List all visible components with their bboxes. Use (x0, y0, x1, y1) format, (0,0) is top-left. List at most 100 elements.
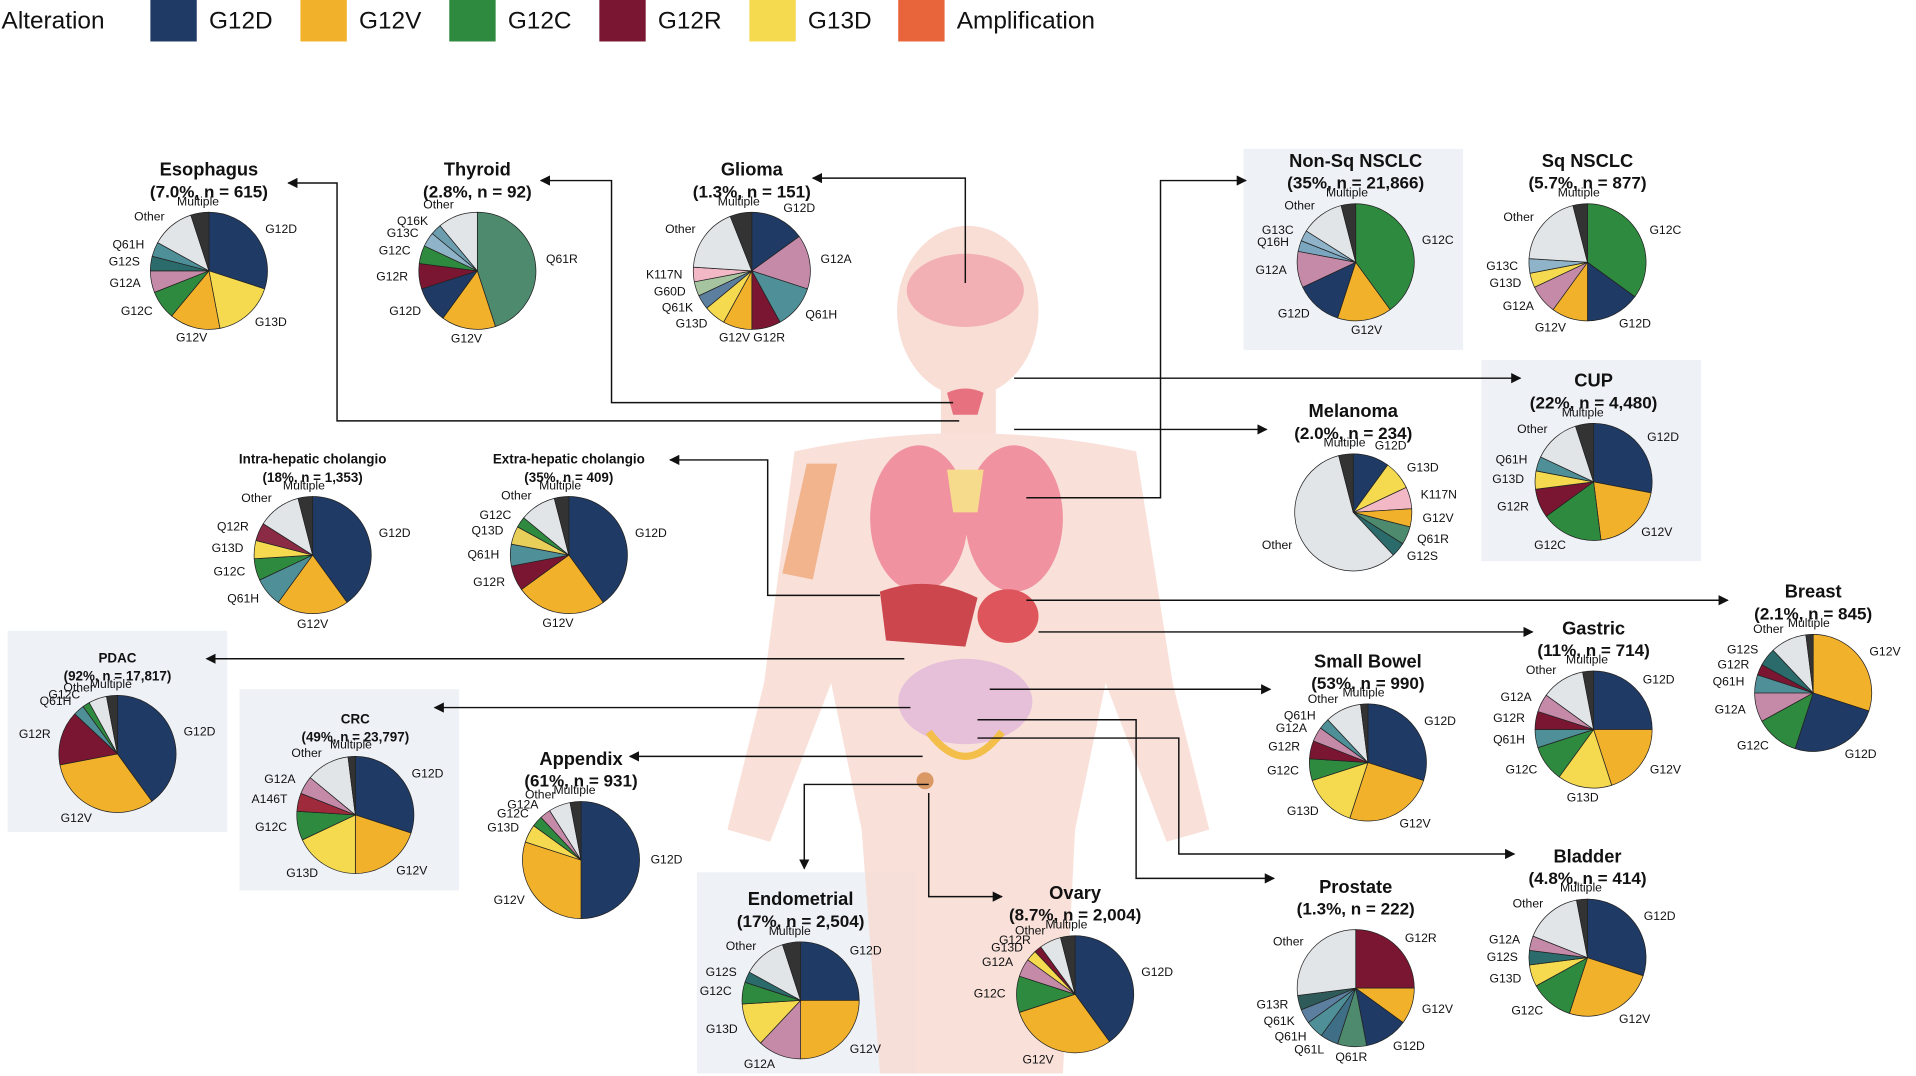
slice-label: Other (1262, 538, 1292, 552)
slice-label: Multiple (177, 194, 219, 208)
pie-slice (439, 211, 478, 272)
liver (879, 583, 978, 647)
slice-label: Q61H (467, 547, 499, 561)
slice-label: G13R (1257, 998, 1289, 1012)
legend-swatch (449, 0, 496, 42)
trachea (947, 469, 984, 513)
pie-slice (1337, 261, 1391, 322)
brain (906, 253, 1024, 327)
slice-label: G12R (1493, 711, 1525, 725)
slice-label: G12D (184, 725, 216, 739)
appendix (916, 772, 934, 790)
slice-label: Multiple (718, 195, 760, 209)
pie-slice (1794, 692, 1870, 752)
pie-slice (1593, 670, 1653, 730)
pie-slice (692, 215, 753, 272)
pie-slice (1812, 634, 1873, 712)
slice-label: G12D (412, 766, 444, 780)
pelvis (925, 729, 1005, 760)
legend-label: G13D (808, 7, 872, 34)
pie-slice (1593, 481, 1652, 541)
slice-label: G13D (676, 317, 708, 331)
connector (799, 783, 929, 870)
slice-label: G12R (999, 933, 1031, 947)
slice-label: A146T (252, 792, 288, 806)
slice-label: G12C (497, 806, 529, 820)
slice-label: Other (1503, 210, 1533, 224)
slice-label: K117N (646, 267, 682, 281)
pie-slice (1340, 203, 1357, 263)
slice-label: Q61H (227, 592, 259, 606)
pie-slice (1294, 455, 1394, 572)
slice-label: G13D (1287, 804, 1319, 818)
slice-label: Other (1513, 896, 1543, 910)
slice-label: G12V (542, 616, 574, 630)
slice-label: Q61H (1496, 453, 1528, 467)
pie-title: Intra-hepatic cholangio (239, 451, 386, 466)
slice-label: Other (525, 788, 555, 802)
slice-label: Multiple (1788, 616, 1830, 630)
slice-label: G12R (753, 330, 785, 344)
slice-label: Other (1273, 934, 1303, 948)
slice-label: G12A (264, 772, 296, 786)
pie-slice (58, 713, 119, 766)
slice-label: Other (1284, 198, 1314, 212)
pie-title: Prostate (1319, 876, 1392, 897)
connector (287, 177, 960, 422)
slice-label: G12D (1644, 909, 1676, 923)
pie-slice (729, 211, 753, 271)
pie-subtitle: (1.3%, n = 222) (1297, 900, 1415, 919)
slice-label: K117N (1421, 487, 1457, 501)
slice-label: G12C (213, 565, 245, 579)
pie-slice (1576, 898, 1588, 958)
connector (1026, 175, 1247, 499)
slice-label: G13D (991, 940, 1023, 954)
slice-label: G12D (1647, 430, 1679, 444)
slice-label: G12D (783, 201, 815, 215)
slice-label: Other (1015, 924, 1045, 938)
pie-slice (1367, 703, 1427, 782)
slice-label: Multiple (90, 677, 132, 691)
slice-label: G12R (1405, 931, 1437, 945)
slice-label: G13C (1486, 259, 1518, 273)
slice-label: Q61H (112, 237, 144, 251)
slice-label: Q61K (1264, 1014, 1295, 1028)
pie-slice (751, 211, 800, 272)
slice-label: G12C (479, 508, 511, 522)
pie-title: CUP (1574, 370, 1613, 391)
pie-subtitle: (2.1%, n = 845) (1754, 604, 1872, 623)
slice-label: G12C (1267, 763, 1299, 777)
pie-title: Sq NSCLC (1542, 150, 1633, 171)
pie-subtitle: (61%, n = 931) (524, 772, 637, 791)
pie-slice (59, 753, 153, 813)
slice-label: Q61K (662, 300, 693, 314)
slice-label: Q61H (1275, 1030, 1307, 1044)
slice-label: G12R (1497, 500, 1529, 514)
pie-title: Non-Sq NSCLC (1289, 150, 1422, 171)
connector (811, 172, 967, 284)
legend-label: Amplification (957, 7, 1095, 34)
pie-slice (1060, 935, 1076, 995)
slice-label: G12V (1351, 323, 1383, 337)
slice-label: G13D (255, 315, 287, 329)
pie-title: Glioma (721, 159, 784, 180)
slice-label: G12C (1505, 763, 1537, 777)
slice-label: G12A (1715, 702, 1747, 716)
arm-muscle (782, 463, 838, 580)
slice-label: G12D (651, 852, 683, 866)
pie-slice (1532, 899, 1588, 959)
slice-label: Multiple (539, 478, 581, 492)
pie-subtitle: (11%, n = 714) (1537, 641, 1649, 660)
slice-label: G12R (1718, 658, 1750, 672)
slice-label: Multiple (1558, 186, 1600, 200)
pie-subtitle: (5.7%, n = 877) (1528, 174, 1646, 193)
pie-slice (1572, 203, 1588, 263)
slice-label: Q61R (546, 252, 578, 266)
pie-subtitle: (2.0%, n = 234) (1294, 424, 1412, 443)
slice-label: Multiple (1566, 653, 1608, 667)
slice-label: G12D (389, 304, 421, 318)
pie-subtitle: (22%, n = 4,480) (1530, 393, 1658, 412)
slice-label: G12V (1641, 525, 1673, 539)
slice-label: G12A (1276, 721, 1308, 735)
